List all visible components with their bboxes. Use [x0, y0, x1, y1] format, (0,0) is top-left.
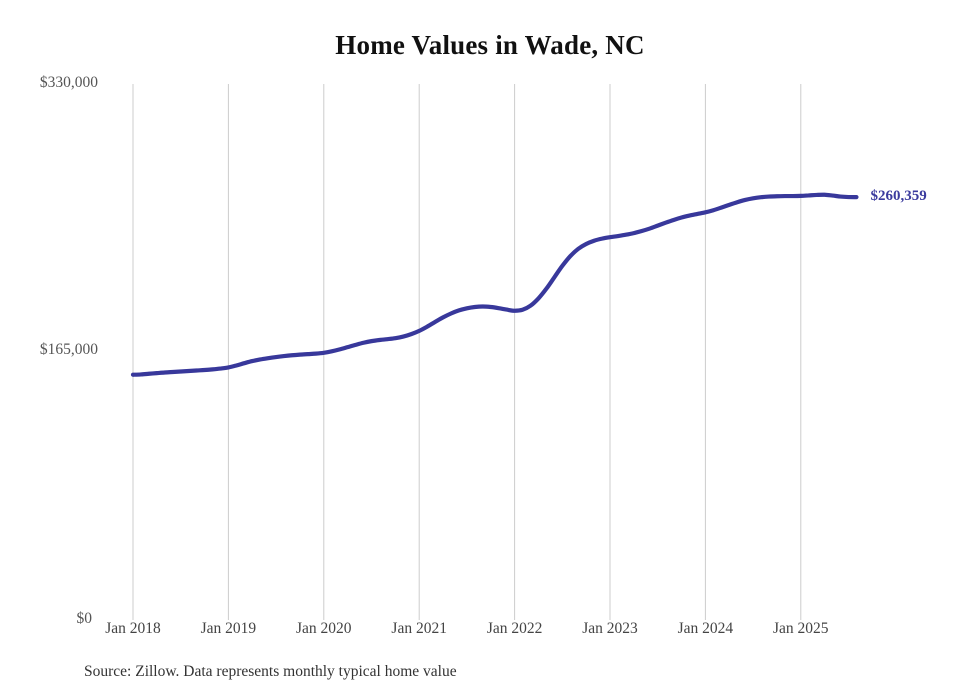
gridline-group: [132, 84, 802, 620]
y-axis-tick-label-top: $330,000: [39, 74, 98, 91]
x-axis-tick-label: Jan 2020: [296, 620, 352, 637]
source-note: Source: Zillow. Data represents monthly …: [84, 663, 457, 680]
y-axis-tick-label-mid: $165,000: [39, 341, 98, 358]
x-axis-tick-label: Jan 2024: [677, 620, 734, 637]
x-axis-tick-label: Jan 2018: [105, 620, 161, 637]
chart-title: Home Values in Wade, NC: [335, 30, 645, 60]
y-axis-tick-label-zero: $0: [76, 610, 93, 627]
x-axis-tick-label: Jan 2019: [200, 620, 257, 637]
x-axis-tick-label: Jan 2023: [582, 620, 638, 637]
x-axis-tick-label: Jan 2021: [391, 620, 447, 637]
series-end-value-label: $260,359: [870, 188, 927, 205]
x-axis-tick-label: Jan 2022: [486, 620, 543, 637]
value-line-series: [130, 192, 859, 377]
x-axis-tick-label: Jan 2025: [773, 620, 829, 637]
